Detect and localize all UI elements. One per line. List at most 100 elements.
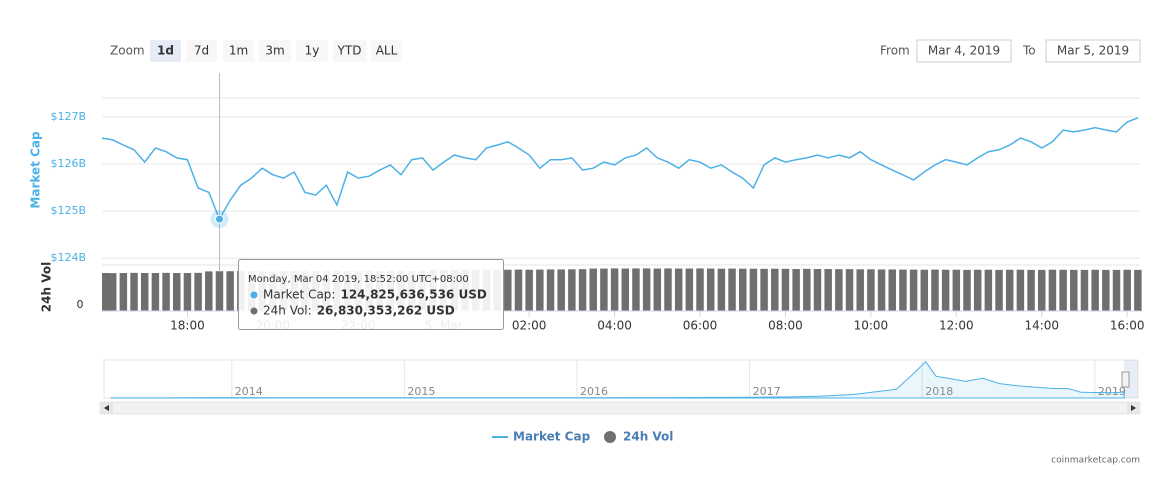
zoom-button-label[interactable]: 7d (194, 44, 209, 58)
legend-symbol (604, 431, 616, 443)
volume-bar (1038, 269, 1046, 311)
volume-bar (931, 269, 939, 311)
volume-bar (856, 269, 864, 311)
scrollbar-arrow-icon (104, 405, 109, 411)
volume-bar (685, 268, 694, 311)
volume-bar (984, 269, 993, 311)
y-tick-label: $127B (50, 110, 86, 123)
to-label: To (1022, 44, 1036, 58)
zoom-button[interactable] (223, 40, 254, 62)
tooltip-value: 26,830,353,262 USD (317, 304, 455, 318)
volume-bar (835, 269, 843, 311)
volume-bar (1134, 269, 1142, 311)
volume-bar (749, 268, 758, 311)
navigator-tick-label: 2015 (407, 385, 435, 398)
volume-bar (632, 268, 640, 311)
volume-bar (1070, 269, 1078, 311)
volume-bar (664, 268, 672, 311)
volume-bar (824, 269, 832, 311)
volume-bar (194, 272, 202, 311)
volume-bar (877, 269, 886, 311)
tooltip-dot (250, 307, 258, 315)
zoom-button-label[interactable]: YTD (337, 44, 362, 58)
zoom-button[interactable] (186, 40, 217, 62)
zoom-button[interactable] (259, 40, 291, 62)
y2-axis-title: 24h Vol (40, 262, 54, 312)
from-label: From (880, 44, 910, 58)
volume-bar (717, 268, 726, 311)
zoom-button[interactable] (150, 40, 181, 62)
volume-bar (215, 271, 224, 311)
volume-bar (771, 268, 779, 311)
tooltip-value: 124,825,636,536 USD (340, 288, 486, 302)
volume-bar (589, 268, 597, 311)
zoom-button[interactable] (371, 40, 402, 62)
credit[interactable]: coinmarketcap.com (1051, 456, 1140, 466)
y-tick-label: $125B (50, 204, 86, 217)
x-tick-label: 16:00 (1110, 319, 1145, 333)
volume-bar (653, 268, 662, 311)
navigator-handle[interactable] (1121, 371, 1130, 388)
to-input[interactable] (1045, 39, 1141, 63)
legend-label[interactable]: 24h Vol (623, 430, 673, 444)
volume-bar (867, 269, 875, 311)
x-tick-label: 06:00 (683, 319, 718, 333)
y2-tick-label: 0 (77, 298, 84, 311)
navigator-tick-label: 2014 (235, 385, 263, 398)
zoom-button-label[interactable]: 1d (157, 44, 174, 58)
zoom-button-label[interactable]: ALL (376, 44, 398, 58)
volume-bar (183, 273, 192, 311)
volume-bar (888, 269, 896, 311)
volume-bar (536, 269, 544, 311)
volume-bar (1112, 269, 1121, 311)
volume-bar (642, 268, 651, 311)
volume-bar (1016, 269, 1025, 311)
tooltip-box (238, 259, 504, 330)
volume-bar (568, 269, 576, 311)
navigator-tick-label: 2016 (580, 385, 608, 398)
market-cap-line (101, 117, 1139, 221)
volume-bar (920, 269, 929, 311)
navigator-tick-label: 2019 (1098, 385, 1126, 398)
to-date[interactable]: Mar 5, 2019 (1057, 44, 1129, 58)
from-date[interactable]: Mar 4, 2019 (928, 44, 1000, 58)
navigator-selection (1124, 360, 1138, 398)
navigator-tick-label: 2018 (925, 385, 953, 398)
volume-bar (1005, 269, 1014, 311)
volume-bar (504, 269, 512, 311)
volume-bar (173, 273, 181, 311)
volume-bar (119, 273, 128, 311)
tooltip-label: 24h Vol: (263, 304, 312, 318)
x-tick-label: 08:00 (768, 319, 803, 333)
volume-bar (781, 268, 790, 311)
volume-bar (621, 268, 630, 311)
y-tick-label: $126B (50, 157, 86, 170)
volume-bar (941, 269, 950, 311)
y-axis-title: Market Cap (29, 131, 43, 209)
volume-bar (803, 268, 811, 311)
volume-bar (205, 271, 213, 311)
volume-bar (140, 273, 149, 311)
x-tick-label: 14:00 (1024, 319, 1059, 333)
from-input[interactable] (916, 39, 1012, 63)
volume-bar (130, 272, 138, 311)
volume-bar (696, 268, 704, 311)
zoom-button[interactable] (333, 40, 366, 62)
volume-bar (995, 269, 1003, 311)
volume-bar (578, 269, 587, 311)
legend-label[interactable]: Market Cap (513, 430, 591, 444)
volume-bar (813, 269, 822, 311)
zoom-button-label[interactable]: 1m (229, 44, 248, 58)
zoom-button-label[interactable]: 3m (265, 44, 284, 58)
scrollbar-arrow-icon (1131, 405, 1136, 411)
volume-bar (674, 268, 683, 311)
volume-bar (1123, 269, 1131, 311)
zoom-button-label[interactable]: 1y (305, 44, 320, 58)
volume-bar (151, 273, 160, 311)
zoom-button[interactable] (296, 40, 328, 62)
volume-bar (1080, 269, 1089, 311)
tooltip-dot (250, 291, 258, 299)
volume-bar (1027, 269, 1035, 311)
